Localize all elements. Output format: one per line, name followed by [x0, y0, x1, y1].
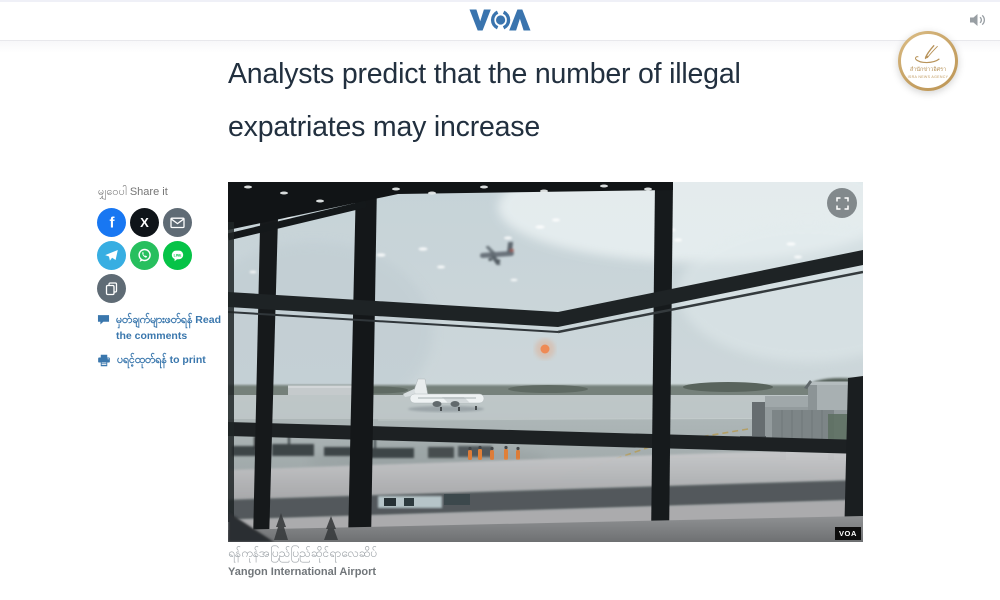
share-label: မျှဝေပါ Share it	[98, 186, 168, 198]
isra-news-agency-badge[interactable]: สำนักข่าวอิศรา ISRA NEWS AGENCY	[898, 31, 958, 91]
telegram-icon	[105, 250, 118, 261]
article-title-line1: Analysts predict that the number of ille…	[228, 58, 741, 90]
read-comments-link[interactable]: မှတ်ချက်များဖတ်ရန် Read the comments	[97, 313, 221, 345]
badge-thai-text: สำนักข่าวอิศรา	[909, 66, 947, 73]
share-copy-button[interactable]	[97, 274, 126, 303]
share-line-button[interactable]: LINE	[163, 241, 192, 270]
airport-photo-scene	[228, 182, 863, 542]
share-x-button[interactable]: X	[130, 208, 159, 237]
facebook-icon: f	[110, 215, 116, 230]
caption-burmese: ရန်ကုန်အပြည်ပြည်ဆိုင်ရာလေဆိပ်	[228, 546, 378, 560]
voa-watermark: VOA	[834, 527, 861, 540]
svg-text:LINE: LINE	[174, 253, 182, 257]
fullscreen-button[interactable]	[827, 188, 857, 218]
fullscreen-icon	[835, 196, 849, 210]
share-buttons: f X	[97, 208, 194, 303]
printer-icon	[98, 354, 110, 366]
read-comments-label: မှတ်ချက်များဖတ်ရန် Read the comments	[116, 314, 221, 342]
comment-icon	[97, 315, 110, 325]
share-telegram-button[interactable]	[97, 241, 126, 270]
whatsapp-icon	[138, 248, 151, 262]
voa-logo-icon	[469, 9, 531, 31]
copy-icon	[105, 282, 118, 296]
article-title-line2: expatriates may increase	[228, 111, 541, 143]
share-email-button[interactable]	[163, 208, 192, 237]
print-link[interactable]: ပရင့်ထုတ်ရန် to print	[97, 353, 221, 369]
caption-english: Yangon International Airport	[228, 566, 377, 578]
print-label: ပရင့်ထုတ်ရန် to print	[117, 353, 206, 366]
x-icon: X	[140, 215, 149, 230]
badge-english-text: ISRA NEWS AGENCY	[907, 74, 949, 79]
voa-logo[interactable]	[469, 9, 531, 36]
badge-face: สำนักข่าวอิศรา ISRA NEWS AGENCY	[901, 34, 955, 88]
speaker-icon[interactable]	[968, 13, 988, 28]
article-photo: VOA	[228, 182, 863, 542]
share-whatsapp-button[interactable]	[130, 241, 159, 270]
svg-text:X: X	[140, 215, 149, 230]
svg-text:f: f	[110, 215, 116, 230]
article-title: Analysts predict that the number of ille…	[228, 48, 868, 154]
site-header	[0, 0, 1000, 53]
share-rail: မျှဝေပါ Share it f X	[97, 185, 225, 368]
quill-pen-icon	[915, 44, 940, 63]
share-facebook-button[interactable]: f	[97, 208, 126, 237]
line-icon: LINE	[171, 250, 184, 262]
envelope-icon	[170, 217, 185, 229]
